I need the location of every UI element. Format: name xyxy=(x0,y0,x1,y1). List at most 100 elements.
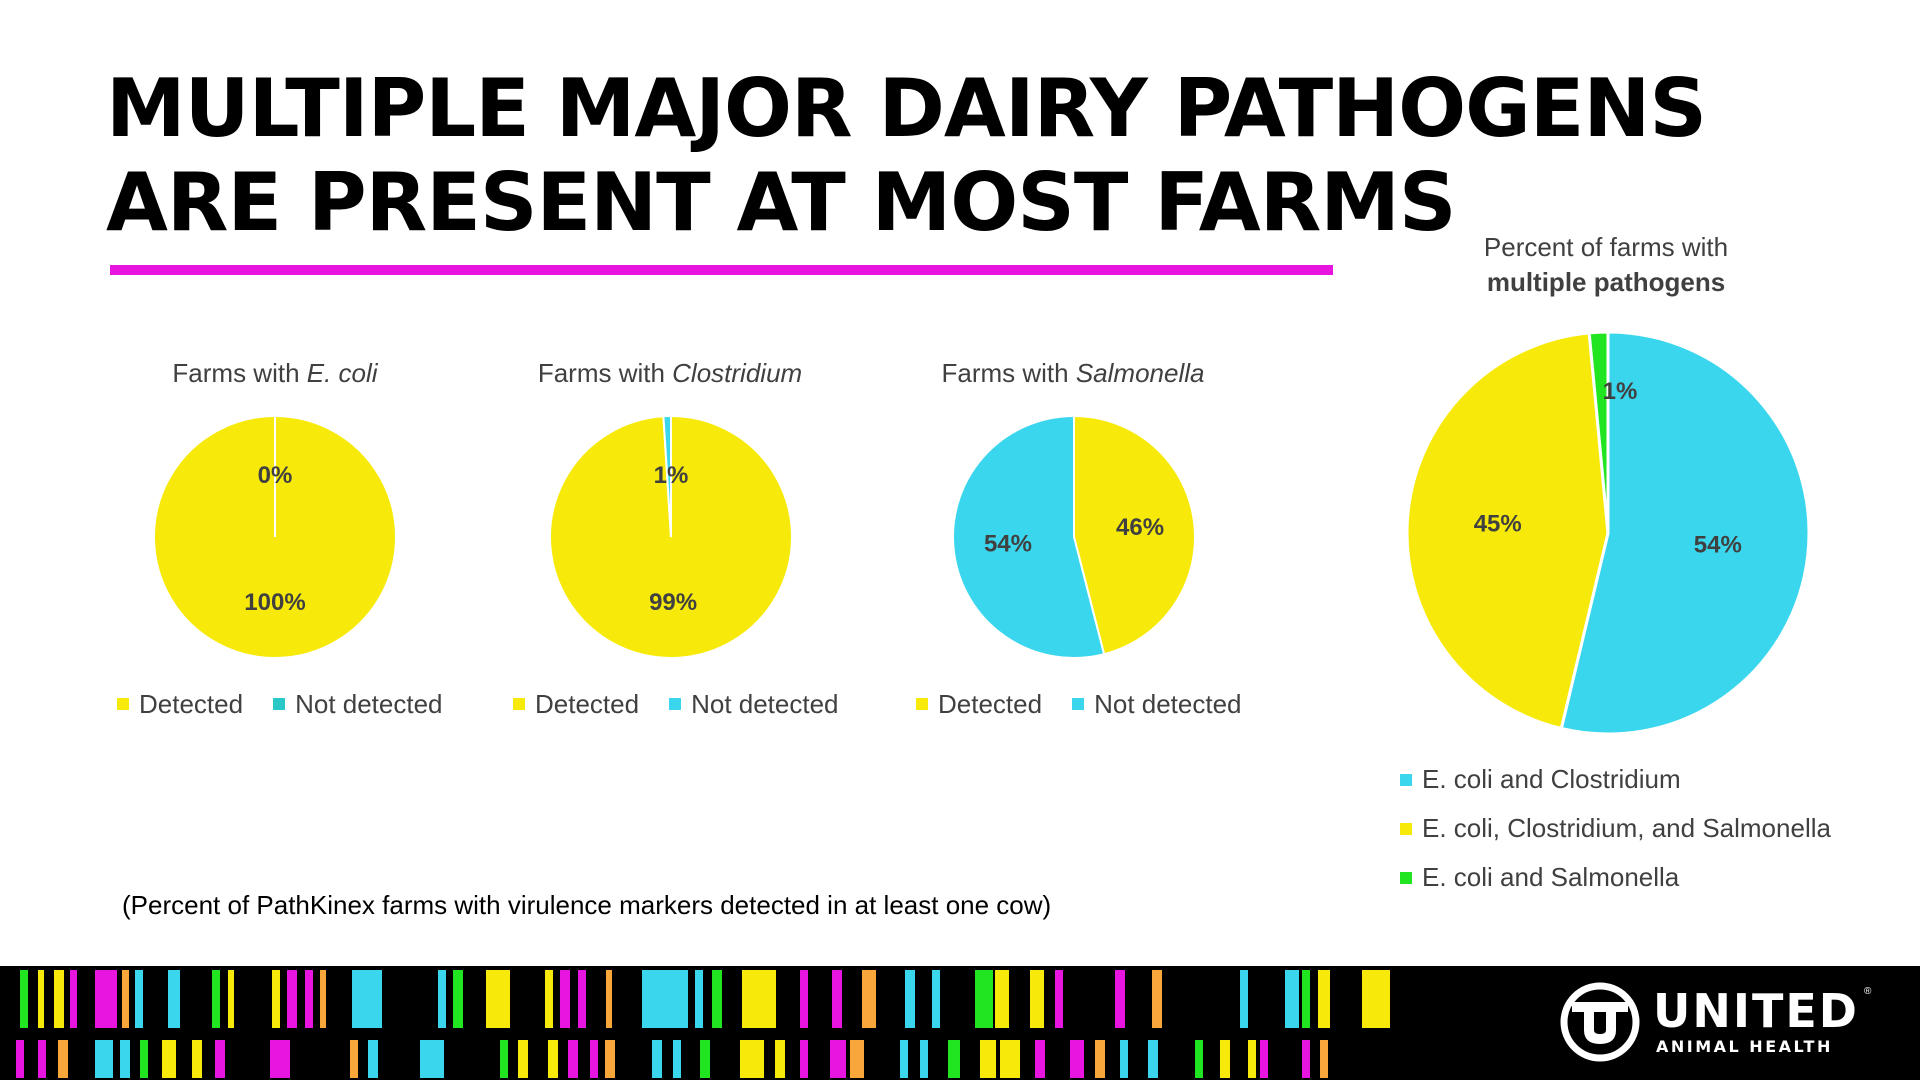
barcode-stripe xyxy=(1148,1040,1158,1078)
barcode-stripe xyxy=(568,1040,578,1078)
barcode-stripe xyxy=(1302,1040,1310,1078)
barcode-stripe xyxy=(212,970,220,1028)
chart-1-legend-item-not-detected: Not detected xyxy=(273,689,443,720)
logo-u-icon xyxy=(1560,982,1640,1062)
barcode-stripe xyxy=(54,970,64,1028)
pie-data-label-1: 100% xyxy=(244,589,305,616)
legend-swatch xyxy=(916,698,928,710)
barcode-stripe xyxy=(900,1040,908,1078)
barcode-stripe xyxy=(305,970,313,1028)
barcode-stripe xyxy=(695,970,703,1028)
barcode-stripe xyxy=(95,970,117,1028)
barcode-stripe xyxy=(775,1040,785,1078)
pie-slice-2 xyxy=(662,414,672,538)
legend-swatch xyxy=(1400,773,1412,786)
barcode-stripe xyxy=(1115,970,1125,1028)
chart-2-pie: 99% 1% xyxy=(549,414,793,659)
barcode-stripe xyxy=(135,970,143,1028)
barcode-stripe xyxy=(438,970,446,1028)
barcode-stripe xyxy=(518,1040,528,1078)
barcode-stripe xyxy=(70,970,77,1028)
barcode-stripe xyxy=(1302,970,1310,1028)
barcode-stripe xyxy=(1285,970,1299,1028)
chart-1-legend: Detected Not detected xyxy=(117,686,473,720)
barcode-stripe xyxy=(58,1040,68,1078)
barcode-stripe xyxy=(700,1040,710,1078)
barcode-stripe xyxy=(168,970,180,1028)
barcode-stripe xyxy=(287,970,297,1028)
barcode-stripe xyxy=(830,1040,846,1078)
barcode-stripe xyxy=(742,970,772,1028)
chart-4-title: Percent of farms with multiple pathogens xyxy=(1456,230,1756,300)
chart-4-legend-item-2: E. coli, Clostridium, and Salmonella xyxy=(1400,813,1831,844)
barcode-stripe xyxy=(192,1040,202,1078)
barcode-stripe xyxy=(368,1040,378,1078)
barcode-stripe xyxy=(1195,1040,1203,1078)
legend-swatch xyxy=(669,698,682,710)
logo-name: UNITED xyxy=(1653,984,1859,1038)
barcode-stripe xyxy=(642,970,688,1028)
pie-slice-2 xyxy=(952,414,1106,659)
pie-data-label-3: 1% xyxy=(1603,378,1638,405)
barcode-stripe xyxy=(162,1040,176,1078)
barcode-stripe xyxy=(352,970,382,1028)
barcode-stripe xyxy=(38,1040,46,1078)
pie-slice-1 xyxy=(1073,414,1196,656)
barcode-stripe xyxy=(545,970,553,1028)
title-underline xyxy=(110,265,1333,275)
barcode-stripe xyxy=(800,970,808,1028)
barcode-stripe xyxy=(850,1040,864,1078)
page-title-line-2: ARE PRESENT AT MOST FARMS xyxy=(106,156,1457,249)
barcode-stripe xyxy=(500,1040,508,1078)
logo-registered-mark: ® xyxy=(1864,986,1872,997)
barcode-stripe xyxy=(272,970,280,1028)
pie-data-label-1: 46% xyxy=(1116,514,1164,541)
barcode-stripe xyxy=(578,970,586,1028)
barcode-stripe xyxy=(862,970,876,1028)
barcode-stripe xyxy=(1070,1040,1084,1078)
barcode-stripe xyxy=(122,970,129,1028)
legend-swatch xyxy=(513,698,525,710)
barcode-stripe xyxy=(980,1040,996,1078)
barcode-stripe xyxy=(20,970,28,1028)
barcode-stripe xyxy=(140,1040,148,1078)
pie-slice-3 xyxy=(1587,330,1610,534)
barcode-stripe xyxy=(350,1040,358,1078)
chart-2-legend-item-detected: Detected xyxy=(513,689,639,720)
chart-1-pie: 100% 0% xyxy=(153,415,397,659)
chart-3-pie: 46% 54% xyxy=(952,414,1196,659)
barcode-stripe xyxy=(228,970,234,1028)
barcode-stripe xyxy=(120,1040,130,1078)
barcode-stripe xyxy=(605,1040,615,1078)
chart-4-title-line-2: multiple pathogens xyxy=(1486,267,1726,297)
barcode-stripe xyxy=(1035,1040,1045,1078)
barcode-stripe xyxy=(1260,1040,1268,1078)
pie-data-label-2: 1% xyxy=(654,462,689,489)
barcode-stripe xyxy=(1320,1040,1328,1078)
barcode-stripe xyxy=(16,1040,24,1078)
barcode-stripe xyxy=(560,970,570,1028)
barcode-stripe xyxy=(652,1040,662,1078)
barcode-stripe xyxy=(832,970,842,1028)
barcode-stripe xyxy=(270,1040,290,1078)
chart-4-legend-item-1: E. coli and Clostridium xyxy=(1400,764,1831,795)
pie-data-label-1: 54% xyxy=(1694,531,1742,558)
barcode-stripe xyxy=(740,1040,764,1078)
barcode-stripe xyxy=(712,970,722,1028)
chart-3-title: Farms with Salmonella xyxy=(941,358,1205,388)
page-title-line-1: MULTIPLE MAJOR DAIRY PATHOGENS xyxy=(106,62,1707,155)
legend-swatch xyxy=(117,698,129,710)
barcode-stripe xyxy=(800,1040,808,1078)
barcode-stripe xyxy=(1240,970,1248,1028)
barcode-stripe xyxy=(548,1040,558,1078)
barcode-stripe xyxy=(673,1040,681,1078)
barcode-stripe xyxy=(1030,970,1044,1028)
barcode-stripe xyxy=(1055,970,1063,1028)
barcode-stripe xyxy=(38,970,44,1028)
chart-3-legend: Detected Not detected xyxy=(916,686,1272,720)
barcode-stripe xyxy=(420,1040,444,1078)
logo-subtitle: ANIMAL HEALTH xyxy=(1656,1037,1833,1056)
chart-3-legend-item-detected: Detected xyxy=(916,689,1042,720)
barcode-stripe xyxy=(1000,1040,1020,1078)
pie-data-label-2: 45% xyxy=(1474,511,1522,538)
